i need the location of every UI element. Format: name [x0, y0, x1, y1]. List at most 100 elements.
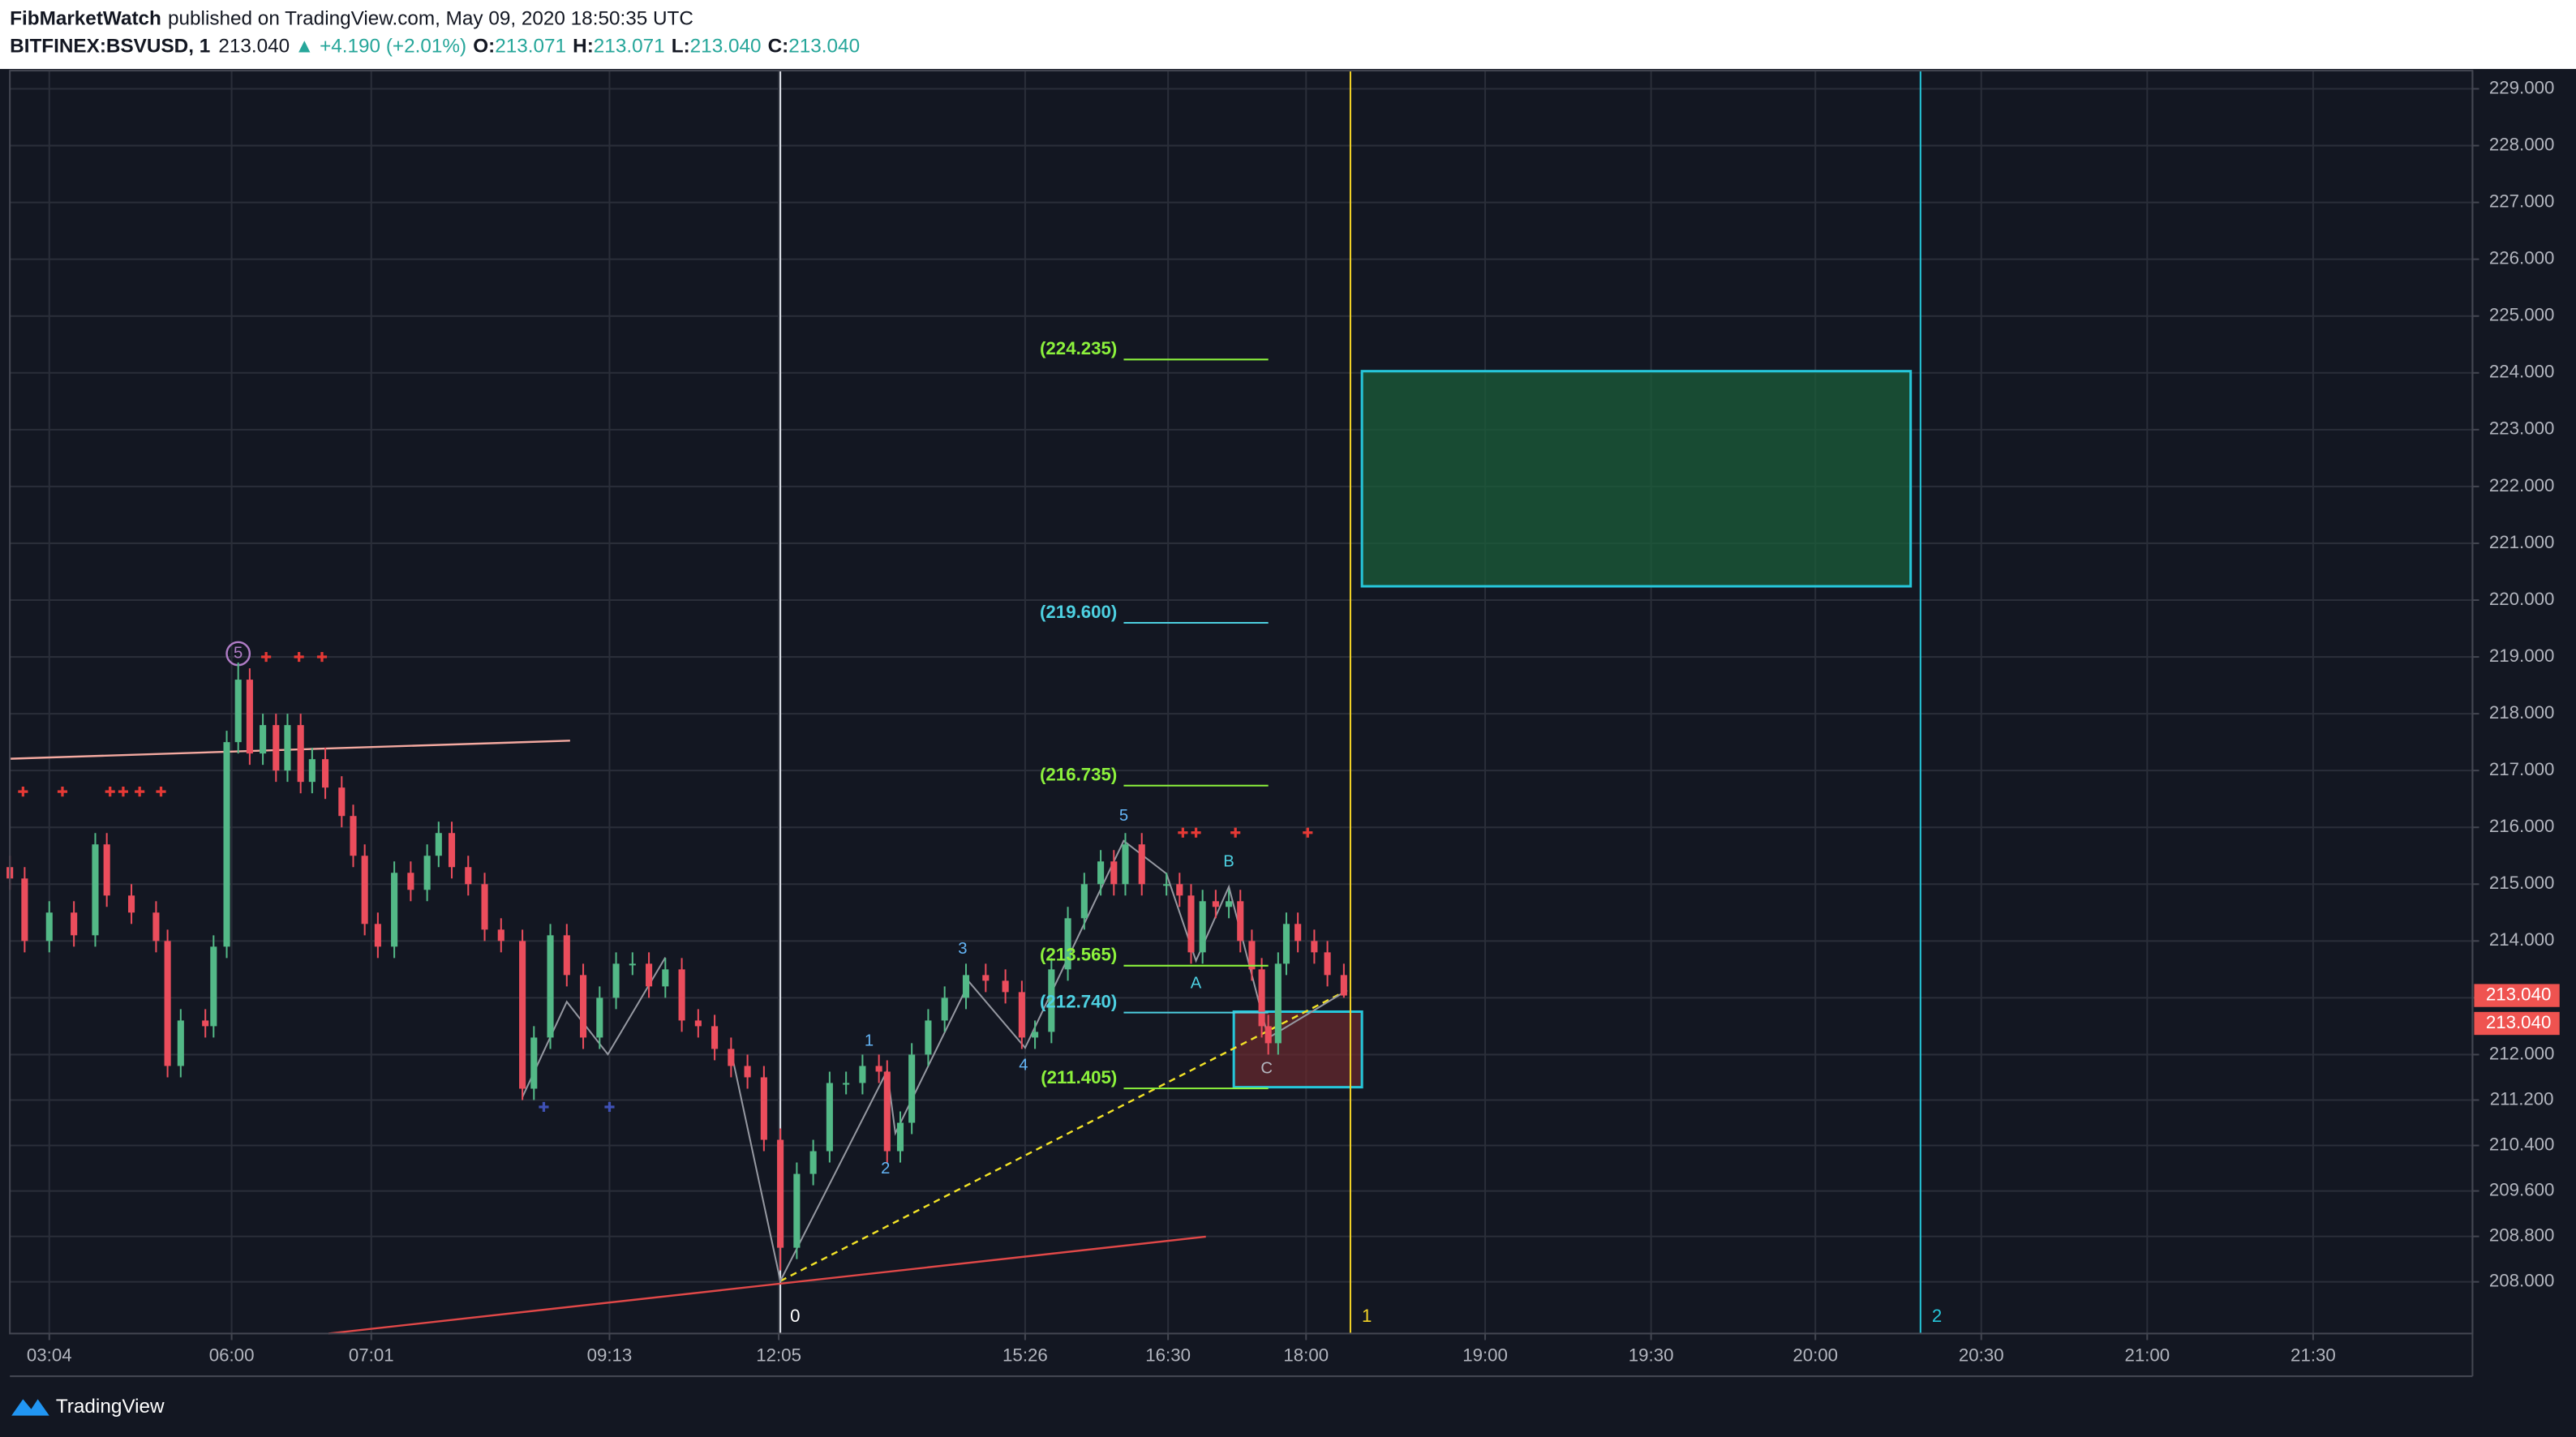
support-box: [1232, 1010, 1363, 1089]
candle-body: [908, 1054, 916, 1123]
candle-body: [1340, 975, 1347, 996]
fib-label: (216.735): [1040, 764, 1117, 784]
x-tick-label: 19:30: [1629, 1345, 1674, 1366]
y-tick-label: 227.000: [2489, 191, 2555, 212]
last-price-tag: [2474, 984, 2560, 1007]
x-tick-label: 06:00: [209, 1345, 255, 1366]
y-tick-label: 220.000: [2489, 589, 2555, 609]
candle-body: [1248, 941, 1256, 970]
y-tick-label: 211.200: [2490, 1088, 2554, 1109]
candle-body: [448, 833, 456, 868]
x-tick-label: 03:04: [27, 1345, 72, 1366]
candle-body: [374, 924, 381, 947]
candle-body: [308, 759, 316, 783]
y-tick-label: 219.000: [2489, 646, 2555, 666]
candle-body: [1237, 901, 1244, 942]
grid: [10, 71, 2473, 1334]
wave-label: 5: [1119, 807, 1128, 825]
published: published on TradingView.com, May 09, 20…: [168, 8, 693, 30]
candle-body: [1187, 895, 1195, 953]
time-marker: 1: [1362, 1306, 1372, 1326]
target-box: [1360, 370, 1913, 588]
candle-body: [234, 680, 242, 743]
candle-body: [1258, 969, 1265, 1027]
wave-label: 3: [958, 940, 967, 958]
signal-marker: [316, 651, 328, 663]
wave-label: A: [1191, 974, 1202, 992]
candle-body: [728, 1049, 735, 1066]
y-tick-label: 228.000: [2489, 134, 2555, 154]
x-tick-label: 20:30: [1959, 1345, 2004, 1366]
y-tick-label: 225.000: [2489, 305, 2555, 325]
signal-marker: [156, 787, 166, 797]
candle-body: [260, 725, 267, 754]
candle-body: [662, 969, 669, 987]
signal-marker: [604, 1101, 615, 1113]
last-price-tag: [2474, 1011, 2560, 1036]
candle-body: [1097, 861, 1105, 885]
y-tick-label: 210.400: [2489, 1134, 2555, 1154]
signal-marker: [1191, 827, 1201, 838]
candle-body: [152, 912, 160, 942]
candle-body: [1176, 884, 1183, 896]
wave-path: [730, 839, 1348, 1284]
c-label: C:: [768, 36, 789, 58]
logo-shape: [11, 1399, 49, 1416]
candle-body: [1264, 1026, 1272, 1044]
candle-body: [1324, 952, 1331, 976]
header-line-1: FibMarketWatch published on TradingView.c…: [10, 8, 693, 30]
signal-marker: [135, 787, 145, 797]
candle-body: [925, 1020, 932, 1055]
time-marker: 2: [1932, 1306, 1942, 1326]
x-tick-label: 20:00: [1792, 1345, 1838, 1366]
candle-body: [711, 1026, 719, 1049]
candle-body: [809, 1151, 817, 1174]
candle-body: [875, 1066, 882, 1072]
candle-body: [273, 725, 280, 771]
candle-body: [103, 844, 110, 896]
signal-marker: [261, 651, 272, 663]
drawings: [10, 71, 1921, 1335]
candle-body: [982, 975, 990, 981]
y-tick-label: 221.000: [2489, 532, 2555, 552]
candle-body: [793, 1173, 801, 1248]
x-tick-label: 19:00: [1462, 1345, 1508, 1366]
candle-body: [530, 1037, 538, 1089]
x-tick-label: 21:00: [2124, 1345, 2170, 1366]
h-value: 213.071: [594, 36, 665, 58]
candle-body: [1122, 844, 1129, 885]
h-label: H:: [573, 36, 594, 58]
y-tick-label: 216.000: [2489, 816, 2555, 836]
time-marker: 0: [790, 1306, 800, 1326]
candles: [6, 663, 1347, 1271]
candle-body: [322, 759, 329, 788]
candle-body: [1212, 901, 1219, 907]
candle-body: [826, 1083, 833, 1152]
candle-body: [580, 975, 587, 1038]
c-value: 213.040: [788, 36, 860, 58]
y-tick-label: 208.000: [2489, 1271, 2555, 1291]
candle-body: [1110, 861, 1118, 885]
candle-body: [361, 856, 368, 924]
y-tick-label: 217.000: [2489, 759, 2555, 779]
last-price-label: 213.040: [2486, 984, 2552, 1004]
candle-body: [497, 929, 504, 942]
candle-body: [612, 963, 620, 998]
header-bar: [0, 0, 2576, 70]
candle-body: [1199, 901, 1206, 953]
peak-label: 5: [234, 644, 243, 662]
candle-body: [407, 873, 414, 890]
candle-body: [423, 856, 431, 890]
x-tick-label: 09:13: [587, 1345, 633, 1366]
candle-body: [435, 833, 442, 856]
candle-body: [338, 787, 346, 817]
fib-label: (211.405): [1041, 1067, 1117, 1087]
candle-body: [223, 742, 230, 947]
trend-line: [779, 989, 1348, 1282]
candle-body: [177, 1020, 184, 1066]
candle-body: [1274, 963, 1282, 1044]
wave-label: 2: [881, 1160, 890, 1177]
candle-body: [1138, 844, 1145, 885]
